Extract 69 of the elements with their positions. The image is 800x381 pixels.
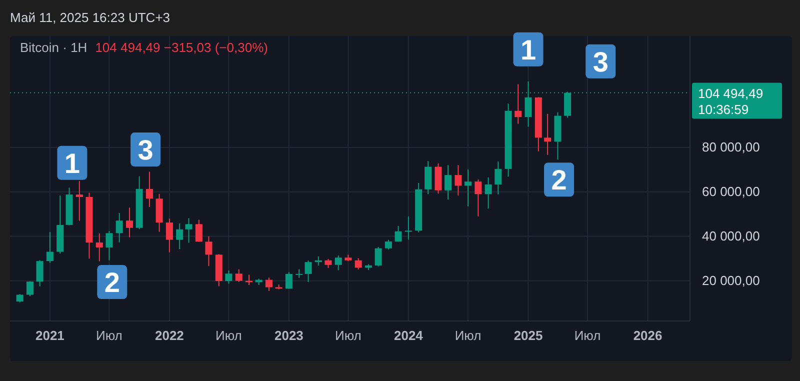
chart-title: Bitcoin · 1H — [20, 40, 88, 55]
number-badge: 3 — [586, 44, 616, 78]
text: 10:36:59 — [698, 102, 749, 117]
candlestick — [484, 176, 492, 209]
candlestick — [544, 113, 552, 156]
x-tick-label: Июл — [334, 328, 362, 344]
chart-subtitle: 104 494,49 −315,03 (−0,30%) — [95, 40, 268, 55]
annotation: 3 — [592, 46, 608, 78]
x-tick-label: Июл — [574, 328, 601, 344]
candlestick — [116, 212, 123, 243]
candlestick — [265, 277, 272, 292]
candlestick — [26, 280, 34, 297]
candlestick — [76, 180, 83, 222]
candlestick — [304, 260, 312, 282]
number-badge: 1 — [513, 32, 544, 66]
candlestick — [404, 216, 412, 240]
candlestick — [394, 225, 402, 242]
x-tick-label: Июл — [454, 328, 482, 344]
candlestick — [354, 258, 362, 270]
candlestick — [36, 260, 44, 287]
candlestick — [464, 168, 472, 207]
candlestick — [444, 164, 452, 200]
text: Май 11, 2025 16:23 UTC+3 — [10, 10, 170, 25]
candlestick — [166, 218, 173, 253]
number-badge: 2 — [544, 162, 574, 197]
y-tick-label: 80 000,00 — [702, 139, 760, 154]
candlestick — [454, 164, 462, 196]
candlestick — [374, 246, 382, 267]
candlestick — [185, 218, 192, 244]
candlestick — [106, 230, 113, 261]
x-tick-label: Июл — [215, 328, 242, 344]
x-tick-label: 2022 — [154, 328, 184, 344]
annotation: 2 — [104, 267, 120, 298]
candlestick — [96, 232, 103, 262]
candlestick — [434, 162, 442, 194]
number-badge: 2 — [97, 265, 128, 300]
candlestick — [176, 222, 184, 250]
candlestick — [156, 193, 163, 232]
candlestick — [494, 161, 502, 195]
candlestick — [205, 236, 212, 267]
x-tick-label: Июл — [96, 328, 122, 344]
x-tick-label: 2021 — [35, 328, 64, 344]
x-tick-label: 2025 — [514, 328, 543, 344]
candlestick — [126, 207, 133, 238]
x-tick-label: 2023 — [274, 328, 304, 344]
x-tick-label: 2024 — [394, 328, 424, 344]
ref-line-label: 104 494,49 — [698, 86, 764, 101]
annotation: 2 — [551, 164, 567, 196]
candlestick — [384, 239, 392, 250]
candlestick — [334, 254, 342, 271]
candlestick — [225, 270, 232, 284]
candlestick — [296, 268, 303, 278]
x-tick-label: 2026 — [633, 328, 662, 344]
annotation: 1 — [520, 34, 536, 66]
y-tick-label: 40 000,00 — [702, 228, 760, 244]
annotation: 3 — [138, 134, 154, 166]
candlestick — [285, 272, 292, 290]
y-tick-label: 60 000,00 — [702, 184, 760, 200]
candlestick — [46, 232, 54, 264]
candlestick — [235, 268, 242, 282]
annotation: 1 — [64, 148, 80, 179]
candlestick — [424, 160, 432, 195]
candlestick — [195, 219, 202, 242]
number-badge: 1 — [57, 146, 88, 180]
candlestick — [514, 84, 522, 124]
candlestick — [474, 178, 482, 217]
candlestick — [146, 171, 153, 208]
number-badge: 3 — [130, 132, 161, 167]
y-tick-label: 20 000,00 — [702, 273, 760, 288]
